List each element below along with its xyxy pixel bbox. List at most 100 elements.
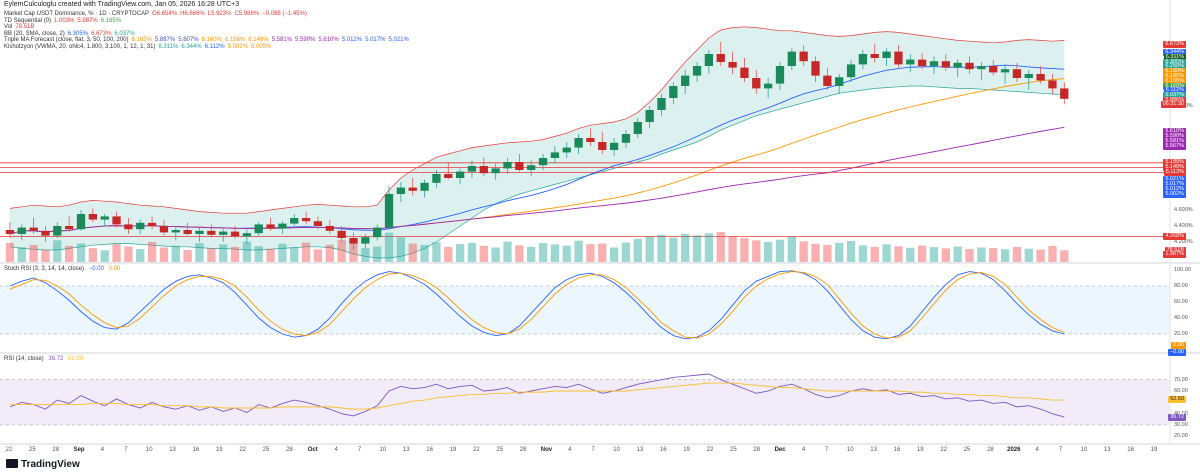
candle-body: [349, 238, 358, 244]
time-axis-label: 4: [801, 447, 806, 453]
volume-bar: [136, 249, 145, 262]
legend-row[interactable]: BB (20, SMA, close, 2) 6.305% 6.673% 6.037%: [4, 31, 138, 37]
volume-bar: [159, 247, 169, 262]
candle-body: [195, 230, 204, 234]
price-label-badge: 6.311%: [1163, 53, 1186, 61]
time-axis-label: 16: [192, 447, 200, 453]
candle-body: [681, 75, 690, 86]
candle-body: [112, 216, 121, 225]
volume-bar: [1012, 246, 1022, 262]
stoch-rsi-title: Stoch RSI (3, 3, 14, 14, close): [4, 266, 85, 272]
candle-body: [219, 231, 228, 235]
candle-body: [230, 231, 240, 237]
legend-value: 5.021%: [388, 37, 409, 43]
price-label-badge: 5.140%: [1163, 164, 1186, 172]
candle-body: [290, 218, 299, 224]
candle-body: [763, 83, 773, 89]
volume-bar: [491, 247, 500, 262]
stoch-value-badge: 0.00: [1171, 342, 1186, 350]
legend-label: Triple MA Forecast (close, flat, 3, 50, …: [4, 37, 129, 43]
volume-bar: [5, 242, 15, 262]
volume-bar: [124, 246, 133, 262]
candle-body: [266, 224, 275, 229]
volume-bar: [290, 247, 299, 262]
candle-body: [870, 54, 879, 58]
candle-body: [609, 142, 619, 150]
candle-body: [313, 221, 323, 226]
volume-bar: [692, 235, 702, 262]
volume-bar: [515, 245, 524, 262]
volume-bar: [349, 240, 358, 262]
candle-body: [846, 64, 856, 78]
stoch-value-badge: −0.00: [1168, 349, 1186, 357]
stoch-d-line: [9, 271, 1065, 339]
price-label-badge: 5.590%: [1163, 132, 1186, 140]
legend-value: 5.610%: [318, 37, 339, 43]
stoch-axis-tick: 20.00: [1174, 331, 1188, 337]
volume-bar: [230, 246, 240, 262]
volume-bar: [29, 244, 38, 262]
stoch-rsi-k: −0.00: [88, 266, 104, 272]
tradingview-logo[interactable]: TradingView: [6, 459, 80, 470]
legend-value: 6.305%: [67, 30, 89, 37]
price-axis-tick: 4.400%: [1174, 223, 1193, 229]
candle-body: [373, 227, 382, 238]
volume-bar: [609, 247, 619, 262]
chart-credit: EylemCulculoglu created with TradingView…: [4, 1, 240, 8]
rsi-ma-value: 52.50: [68, 356, 84, 362]
volume-bar: [467, 242, 477, 262]
price-label-badge: 78.51B: [1164, 246, 1186, 254]
volume-bar: [763, 241, 773, 262]
volume-bar: [266, 248, 275, 262]
candle-body: [977, 66, 986, 70]
legend-row[interactable]: Vol 78.51B: [4, 24, 37, 30]
price-label-badge: 5.021%: [1163, 176, 1186, 184]
price-label-badge: 6.160%: [1163, 82, 1186, 90]
legend-row[interactable]: TD Sequential (0) 1.003% 5.987% 6.165%: [4, 18, 124, 24]
volume-bar: [527, 246, 536, 262]
volume-bar: [562, 245, 571, 262]
tradingview-logo-icon: [6, 459, 18, 468]
candle-body: [1000, 69, 1010, 73]
candle-body: [823, 75, 832, 86]
candle-body: [598, 142, 607, 150]
volume-bar: [254, 246, 263, 262]
price-label-badge: 5.610%: [1163, 128, 1186, 136]
time-axis-label: 4: [334, 447, 338, 453]
price-label-badge: 4.268%: [1163, 232, 1186, 240]
volume-bar: [301, 242, 311, 262]
rsi-axis-tick: 40.00: [1174, 411, 1188, 417]
legend-row[interactable]: Triple MA Forecast (close, flat, 3, 50, …: [4, 37, 412, 43]
candle-body: [657, 98, 666, 110]
volume-bar: [1024, 248, 1033, 262]
candle-body: [88, 214, 97, 220]
candle-body: [550, 152, 560, 158]
time-axis-label: 22: [706, 447, 714, 453]
candle-body: [1060, 88, 1069, 99]
candle-body: [325, 226, 334, 231]
time-axis-label: 28: [987, 447, 994, 453]
time-axis-label: 7: [825, 447, 829, 453]
candle-body: [242, 233, 252, 237]
candle-body: [53, 226, 62, 236]
volume-bar: [100, 250, 109, 262]
price-label-badge: 6.305%: [1163, 58, 1186, 66]
volume-bar: [645, 236, 654, 262]
volume-bar: [444, 246, 453, 262]
volume-bar: [598, 243, 607, 262]
legend-row[interactable]: Market Cap USDT Dominance, % · 1D · CRYP…: [4, 11, 310, 17]
candle-body: [799, 51, 808, 62]
time-axis-label: 13: [870, 447, 877, 453]
volume-bar: [337, 239, 346, 262]
bollinger-upper-line: [9, 26, 1065, 214]
volume-bar: [657, 234, 666, 262]
legend-row[interactable]: Kishotzyon (VWMA, 20, ohlc4, 1.800, 3,10…: [4, 44, 274, 50]
candle-body: [752, 78, 761, 89]
volume-bar: [538, 243, 548, 262]
candle-body: [432, 174, 441, 183]
candle-body: [17, 227, 26, 234]
time-axis-label: 28: [52, 447, 60, 453]
candle-body: [1024, 74, 1033, 78]
rsi-ma-line: [9, 382, 1065, 410]
